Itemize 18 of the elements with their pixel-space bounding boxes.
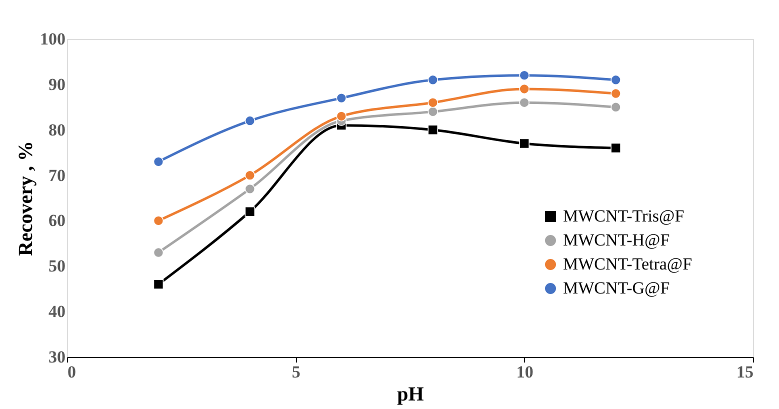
y-tick-label: 30 [48,348,66,366]
legend-label: MWCNT-G@F [563,278,670,298]
y-tick-label: 50 [48,256,66,276]
x-tick-label: 15 [736,362,754,382]
x-tick-label: 5 [292,362,300,382]
y-tick-label: 70 [48,166,66,185]
y-tick-label: 80 [48,120,66,140]
legend-label: MWCNT-H@F [563,230,670,250]
y-axis-title: Recovery , % [15,141,37,256]
y-tick-label: 60 [48,211,66,230]
x-axis-title: pH [397,384,424,406]
legend-label: MWCNT-Tetra@F [563,254,692,274]
x-tick-label: 0 [68,362,76,382]
y-tick-label: 100 [40,30,66,48]
x-tick-label: 10 [516,362,534,382]
y-tick-label: 90 [48,74,66,94]
legend-label: MWCNT-Tris@F [563,206,684,226]
y-tick-label: 40 [48,302,66,322]
